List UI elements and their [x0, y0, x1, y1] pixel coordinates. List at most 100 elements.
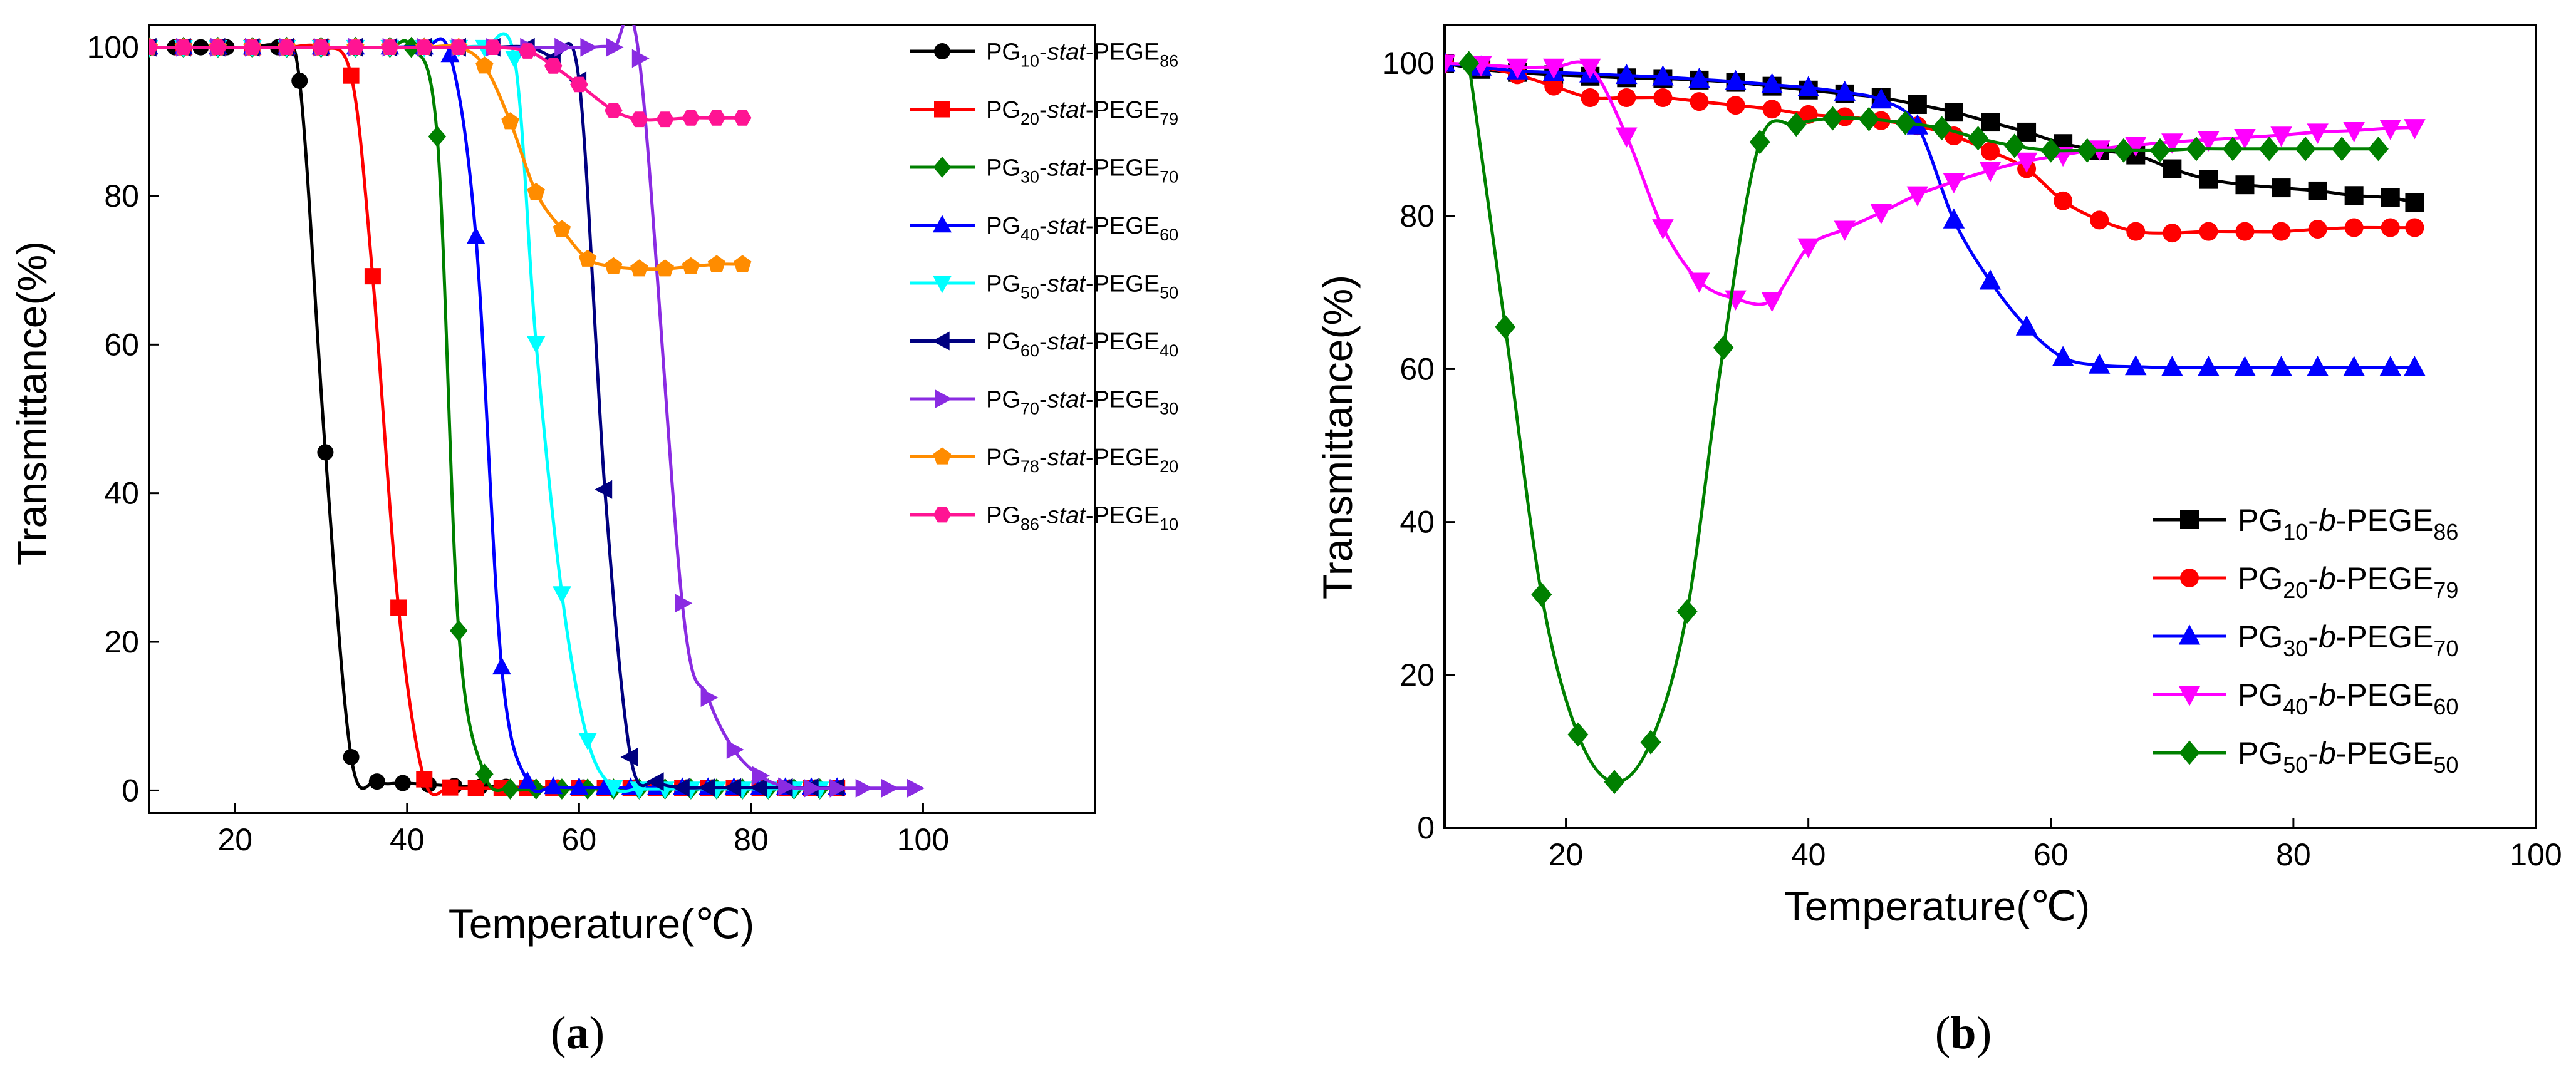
- panel-a-legend-label: PG10-stat-PEGE86: [986, 39, 1178, 71]
- panel-a-data-point-5: [505, 51, 524, 69]
- legend-label-part: PG: [986, 155, 1021, 182]
- panel-a-data-point-9: [544, 58, 563, 74]
- legend-label-part: -PEGE: [1086, 39, 1160, 66]
- panel-a-y-tick-label: 100: [87, 30, 139, 65]
- panel-b-data-point-3: [2404, 356, 2426, 376]
- panel-a-data-point-8: [527, 183, 545, 200]
- panel-b-ylabel: Transmittance(%): [1314, 275, 1361, 599]
- legend-label-part: -PEGE: [1086, 213, 1160, 239]
- legend-label-part: 20: [1160, 457, 1178, 476]
- legend-label-part: 60: [2433, 694, 2458, 719]
- panel-b-legend-item: PG40-b-PEGE60: [2153, 678, 2458, 719]
- panel-a-data-point-2: [364, 268, 381, 285]
- legend-label-part: -PEGE: [1086, 97, 1160, 123]
- panel-b-data-point-1: [2308, 181, 2327, 200]
- panel-b-data-point-4: [1834, 220, 1856, 241]
- legend-label-part: 50: [2433, 752, 2458, 778]
- panel-b-data-point-5: [1895, 110, 1916, 135]
- panel-b-data-point-3: [2307, 356, 2329, 376]
- panel-b-data-point-5: [1749, 130, 1770, 155]
- panel-b-data-point-4: [1797, 238, 1819, 259]
- panel-b-data-point-4: [2125, 137, 2147, 157]
- panel-b-data-point-2: [2308, 219, 2327, 239]
- panel-b-data-point-1: [2199, 170, 2218, 189]
- panel-b-legend-label: PG30-b-PEGE70: [2238, 619, 2458, 661]
- panel-a-data-point-3: [475, 763, 494, 785]
- panel-a-data-point-6: [620, 748, 638, 766]
- legend-label-part: 50: [1160, 283, 1178, 302]
- panel-a-data-point-6: [672, 778, 690, 797]
- panel-a-legend-marker: [933, 447, 952, 465]
- panel-b-data-point-1: [1981, 113, 2000, 132]
- panel-b-data-point-4: [2343, 122, 2365, 143]
- panel-a-data-point-9: [149, 39, 158, 55]
- panel-a-legend-marker: [932, 331, 950, 351]
- panel-b-data-point-1: [1908, 95, 1927, 114]
- panel-a-legend-item: PG30-stat-PEGE70: [910, 155, 1178, 187]
- panel-a-legend: PG10-stat-PEGE86PG20-stat-PEGE79PG30-sta…: [910, 39, 1178, 534]
- panel-b-legend-item: PG50-b-PEGE50: [2153, 736, 2458, 778]
- panel-b-data-point-1: [2235, 175, 2255, 195]
- panel-a-data-point-2: [390, 599, 407, 616]
- panel-b-data-point-1: [2163, 159, 2182, 178]
- panel-b-data-point-4: [2404, 119, 2426, 140]
- panel-b-legend-item: PG10-b-PEGE86: [2153, 503, 2458, 545]
- panel-a-legend-marker: [933, 507, 952, 523]
- panel-a-data-point-9: [278, 39, 296, 55]
- panel-b-data-point-3: [2125, 355, 2147, 376]
- legend-label-part: 10: [2283, 519, 2308, 545]
- panel-a-legend-label: PG30-stat-PEGE70: [986, 155, 1178, 187]
- legend-label-part: b: [2319, 503, 2336, 538]
- panel-b-data-point-4: [2307, 123, 2329, 144]
- legend-label-part: b: [2319, 561, 2336, 596]
- panel-a-data-point-4: [440, 44, 460, 63]
- panel-a-data-point-7: [700, 688, 719, 707]
- legend-label-part: -: [1039, 213, 1047, 239]
- legend-label-part: 86: [1160, 51, 1178, 70]
- panel-a-ylabel: Transmittance(%): [9, 241, 55, 565]
- panel-b-x-tick-label: 60: [2033, 837, 2069, 872]
- panel-a-data-point-8: [656, 259, 674, 277]
- panel-a-legend-marker: [933, 215, 952, 233]
- panel-b-legend-label: PG40-b-PEGE60: [2238, 678, 2458, 719]
- panel-a-data-point-7: [726, 740, 744, 760]
- legend-label-part: -: [2308, 561, 2319, 596]
- panel-b-data-point-2: [2381, 218, 2400, 237]
- panel-b-data-point-2: [2344, 218, 2364, 237]
- panel-b-y-tick-label: 20: [1400, 657, 1435, 693]
- panel-b-data-point-3: [1797, 76, 1819, 96]
- panel-a-legend-label: PG70-stat-PEGE30: [986, 387, 1178, 418]
- panel-b-legend-label: PG20-b-PEGE79: [2238, 561, 2458, 603]
- panel-b-data-point-5: [2258, 137, 2280, 162]
- legend-label-part: stat: [1047, 271, 1087, 297]
- legend-label-part: stat: [1047, 387, 1087, 413]
- panel-b-data-point-3: [2015, 315, 2038, 336]
- panel-b-data-point-3: [2234, 356, 2256, 376]
- panel-b-data-point-2: [1981, 142, 2000, 161]
- panel-b-data-point-2: [2126, 222, 2146, 241]
- panel-b-data-point-2: [2090, 210, 2109, 230]
- panel-b-data-point-2: [1762, 100, 1782, 119]
- legend-label-part: 79: [2433, 577, 2458, 603]
- panel-a-data-point-8: [475, 56, 494, 74]
- panel-b-legend-marker: [2178, 686, 2201, 706]
- panel-a-data-point-9: [707, 110, 726, 126]
- panel-a-data-point-9: [630, 111, 648, 128]
- panel-b-data-point-1: [2405, 193, 2424, 212]
- legend-label-part: -PEGE: [2336, 678, 2434, 713]
- panel-a-x-tick-label: 20: [217, 822, 252, 857]
- panel-a-letter: a: [566, 1008, 589, 1059]
- legend-label-part: 30: [1021, 167, 1039, 186]
- panel-b-data-point-4: [2161, 133, 2183, 154]
- panel-b-data-point-4: [1579, 58, 1601, 79]
- legend-label-part: PG: [986, 97, 1021, 123]
- panel-a-data-point-4: [544, 776, 563, 795]
- panel-b-data-point-2: [2054, 191, 2073, 210]
- legend-label-part: b: [2319, 736, 2336, 771]
- panel-b-data-point-1: [2017, 122, 2037, 142]
- legend-label-part: b: [2319, 619, 2336, 654]
- legend-label-part: stat: [1047, 97, 1087, 123]
- panel-a-legend-item: PG50-stat-PEGE50: [910, 271, 1178, 302]
- panel-b-chart: Transmittance(%) Temperature(℃) (b) 20 40…: [1314, 24, 2562, 1059]
